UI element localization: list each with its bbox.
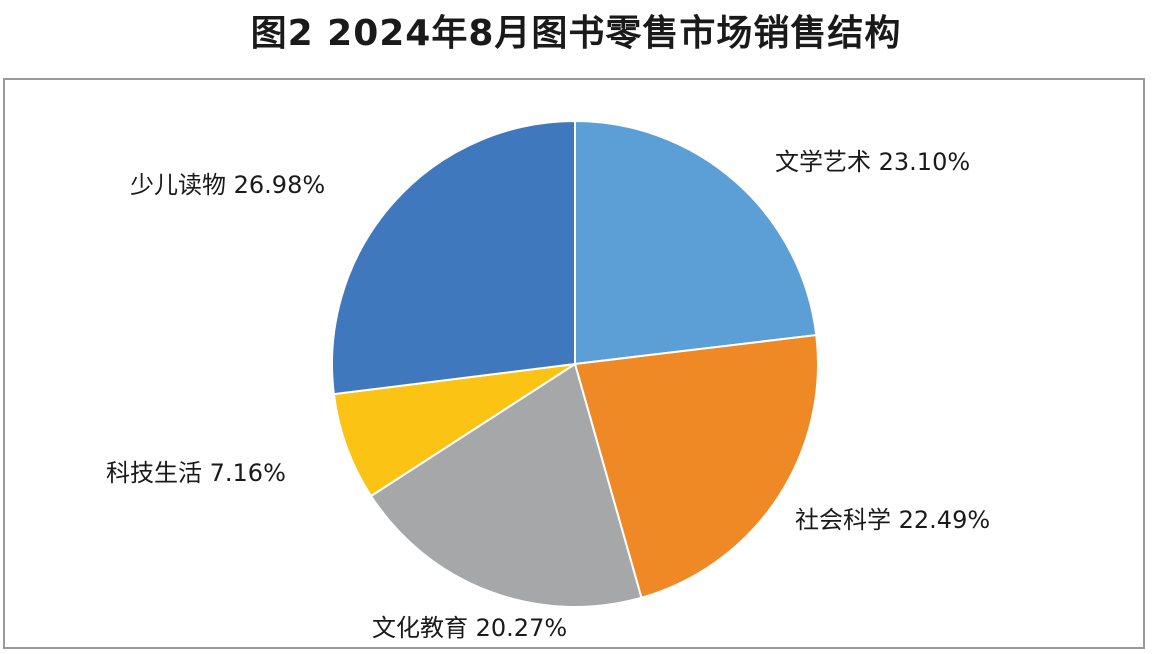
slice-label-5: 少儿读物 26.98% xyxy=(130,171,325,199)
chart-title: 图2 2024年8月图书零售市场销售结构 xyxy=(250,13,902,54)
pie-slice-3 xyxy=(369,362,643,608)
slice-label-3: 文化教育 20.27% xyxy=(372,614,567,642)
slice-label-2: 社会科学 22.49% xyxy=(795,506,990,534)
pie-slices xyxy=(331,119,819,608)
pie-slice-5 xyxy=(331,119,576,396)
pie-slice-2 xyxy=(573,333,819,599)
pie-slice-4 xyxy=(332,363,576,498)
slice-label-1: 文学艺术 23.10% xyxy=(775,148,970,176)
slice-label-4: 科技生活 7.16% xyxy=(106,459,286,487)
pie-labels: 文学艺术 23.10% 社会科学 22.49% 文化教育 20.27% 科技生活 7.… xyxy=(106,148,990,642)
chart-frame xyxy=(3,78,1145,649)
pie-slice-1 xyxy=(574,119,818,366)
